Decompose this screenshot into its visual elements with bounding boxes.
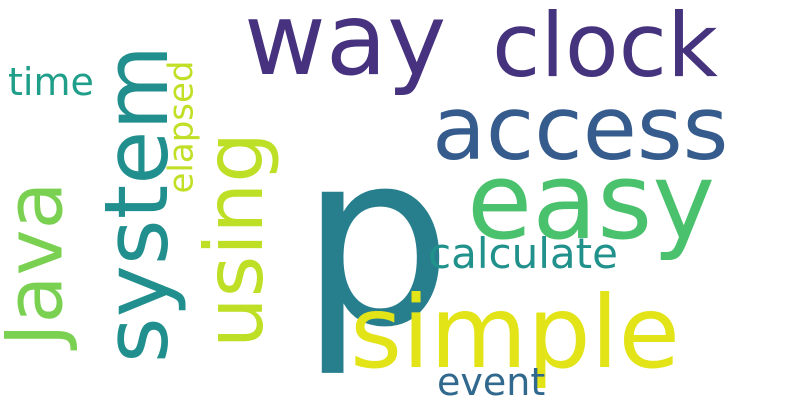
word-using: using	[195, 132, 275, 348]
word-way: way	[244, 0, 446, 90]
word-elapsed: elapsed	[165, 61, 199, 194]
word-event: event	[437, 363, 545, 400]
word-time: time	[8, 63, 94, 101]
word-java: Java	[0, 182, 74, 347]
word-calculate: calculate	[428, 233, 618, 275]
